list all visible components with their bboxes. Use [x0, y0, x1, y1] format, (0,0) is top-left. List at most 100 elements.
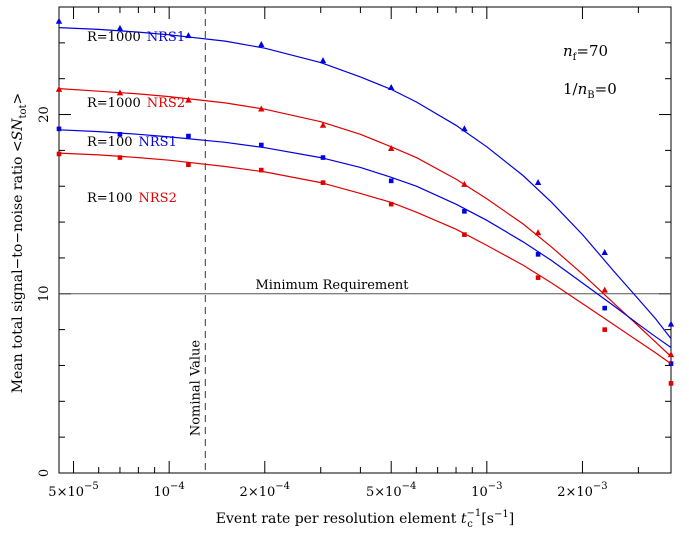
- minimum-requirement-label: Minimum Requirement: [255, 278, 409, 293]
- data-point: [258, 105, 265, 112]
- series-0: [55, 17, 675, 339]
- data-point: [117, 155, 123, 160]
- data-point: [535, 275, 541, 280]
- data-point: [320, 155, 326, 160]
- x-axis-title-sup: −1: [467, 508, 482, 519]
- x-tick-mantissa: 5×10: [366, 485, 402, 500]
- x-tick-mantissa: 2×10: [557, 485, 593, 500]
- data-point: [258, 142, 264, 148]
- series-fit-line: [58, 88, 672, 357]
- nb-subscript: B: [587, 90, 594, 101]
- x-tick-exponent: −3: [488, 481, 503, 492]
- data-point: [388, 201, 394, 207]
- data-point: [461, 180, 468, 187]
- data-point: [55, 85, 63, 92]
- reference-lines: Minimum Requirement Nominal Value: [59, 7, 671, 473]
- x-tick-label: 5×10−4: [366, 481, 416, 500]
- y-axis-title-prefix: Mean total signal−to−noise ratio <: [10, 140, 26, 393]
- data-point: [186, 162, 191, 168]
- y-axis-title-symbol: SN: [10, 118, 26, 141]
- series-label: R=1000 NRS1: [87, 30, 185, 45]
- series-group: [55, 17, 675, 386]
- series-fit-line: [58, 129, 672, 348]
- y-tick-labels: 0 10 20: [37, 106, 52, 477]
- x-axis-title-unit: [s: [477, 511, 494, 527]
- series-label-detector: NRS1: [147, 30, 185, 45]
- data-point: [388, 178, 394, 184]
- y-tick-label: 20: [37, 106, 52, 123]
- nf-annotation: nf=70: [563, 42, 608, 63]
- data-point: [534, 179, 542, 186]
- x-axis-title-unit-end: ]: [509, 511, 514, 527]
- axis-ticks: [59, 6, 671, 474]
- series-label-resolution: R=100: [87, 135, 133, 150]
- data-point: [602, 327, 607, 332]
- series-label-resolution: R=1000: [87, 96, 141, 111]
- data-point: [258, 41, 265, 48]
- nb-annotation: 1/nB=0: [563, 80, 617, 101]
- series-label-resolution: R=100: [87, 191, 133, 206]
- nf-subscript: f: [573, 52, 578, 63]
- series-label-detector: NRS1: [139, 135, 177, 150]
- x-tick-label: 10−4: [154, 481, 185, 500]
- series-label: R=100 NRS2: [87, 191, 177, 206]
- data-point: [602, 305, 607, 311]
- nf-symbol: n: [563, 42, 573, 60]
- y-axis-title: Mean total signal−to−noise ratio <SNtot>: [10, 93, 29, 394]
- plot-frame: [58, 6, 672, 474]
- x-axis-title-unit-sup: −1: [494, 509, 509, 520]
- x-tick-exponent: −4: [402, 481, 417, 492]
- x-tick-label: 2×10−4: [240, 481, 290, 500]
- x-tick-label: 5×10−5: [48, 481, 98, 500]
- x-tick-exponent: −5: [84, 481, 99, 492]
- data-point: [461, 125, 468, 132]
- data-point: [116, 24, 124, 31]
- data-point: [258, 167, 264, 173]
- series-fit-line: [58, 152, 672, 365]
- x-tick-mantissa: 10: [471, 485, 488, 500]
- x-tick-label: 10−3: [471, 481, 502, 500]
- series-label-detector: NRS2: [139, 191, 177, 206]
- nf-value: =70: [576, 42, 608, 60]
- x-tick-mantissa: 5×10: [48, 485, 84, 500]
- series-label-resolution: R=1000: [87, 30, 141, 45]
- data-point: [667, 351, 675, 358]
- y-tick-label: 10: [37, 285, 52, 302]
- data-point: [667, 320, 675, 327]
- series-label: R=100 NRS1: [87, 135, 177, 150]
- data-point: [186, 133, 191, 139]
- x-tick-mantissa: 2×10: [240, 485, 276, 500]
- series-fit-line: [58, 27, 672, 339]
- data-point: [320, 180, 326, 185]
- data-point: [534, 229, 542, 236]
- data-point: [319, 57, 327, 64]
- data-point: [185, 96, 192, 103]
- nb-prefix: 1/: [563, 80, 579, 98]
- x-tick-exponent: −4: [275, 481, 290, 492]
- data-point: [601, 286, 608, 293]
- data-point: [387, 84, 395, 91]
- x-tick-exponent: −3: [593, 481, 608, 492]
- x-axis-title-sub: c: [467, 519, 473, 530]
- data-point: [117, 131, 123, 137]
- nominal-value-label: Nominal Value: [188, 340, 203, 437]
- data-point: [668, 381, 674, 386]
- nb-symbol: n: [578, 80, 588, 98]
- x-tick-label: 2×10−3: [557, 481, 607, 500]
- data-point: [601, 248, 608, 255]
- series-3: [56, 151, 674, 386]
- data-point: [55, 17, 63, 24]
- series-2: [56, 126, 674, 366]
- x-axis-title: Event rate per resolution element t−1 c […: [216, 508, 514, 530]
- data-point: [116, 89, 124, 96]
- nb-value: =0: [595, 80, 617, 98]
- y-tick-label: 0: [37, 469, 52, 477]
- data-point: [387, 144, 395, 151]
- y-axis-title-suffix: >: [10, 93, 26, 105]
- x-tick-exponent: −4: [170, 481, 185, 492]
- data-point: [319, 121, 327, 128]
- x-tick-mantissa: 10: [154, 485, 171, 500]
- series-label-detector: NRS2: [147, 96, 185, 111]
- data-point: [462, 209, 467, 214]
